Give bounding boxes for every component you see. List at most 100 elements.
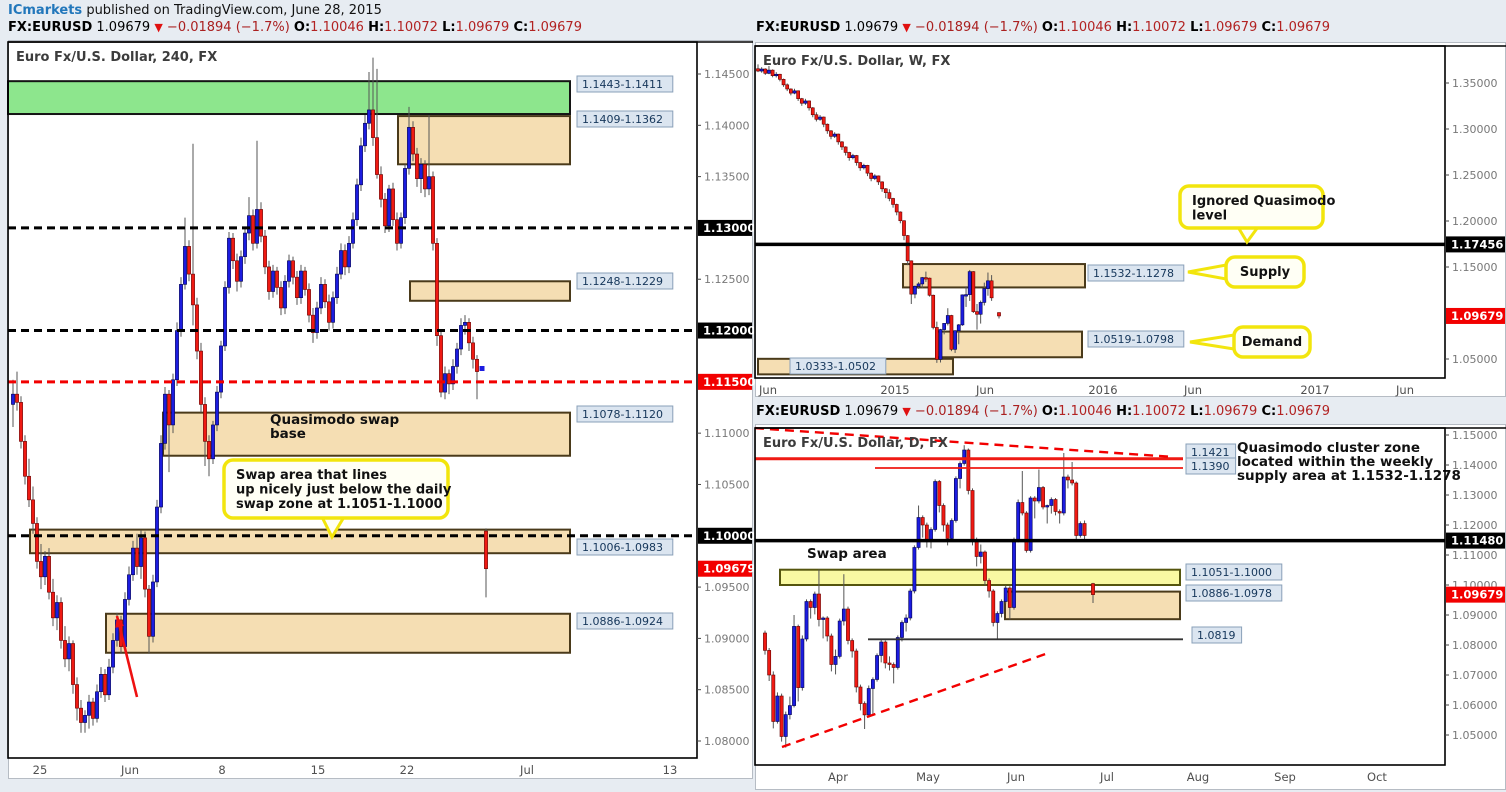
down-triangle-icon: ▼ [902, 21, 911, 34]
zone-tan [1004, 590, 1181, 621]
trendline [781, 651, 1049, 749]
callout-text: Demand [1242, 335, 1303, 350]
candle-body [215, 391, 219, 426]
candle-body [909, 260, 914, 295]
candle-body [843, 146, 848, 153]
candle-body [880, 181, 884, 190]
candle-body [279, 287, 283, 309]
low-label: L: [442, 20, 456, 35]
candle-body [1049, 499, 1054, 506]
price-badge-black [698, 322, 752, 339]
candle-body [967, 271, 972, 295]
zone-label-box [1087, 264, 1185, 282]
candle-body [1003, 587, 1008, 602]
candle-body [904, 617, 909, 623]
candle-body [275, 270, 279, 288]
candle-body [847, 152, 852, 159]
price-tick: 1.20000 [1452, 215, 1498, 228]
chart-w: 1.1532-1.1278 1.0519-1.0798 1.0333-1.0502 I… [754, 45, 1506, 397]
candle-body [1041, 487, 1045, 508]
close-value: 1.09679 [1276, 20, 1330, 35]
candle-body [31, 499, 35, 524]
candle-body [135, 547, 139, 567]
candle-body [159, 443, 163, 508]
price-tick: 1.12500 [704, 273, 750, 286]
low-label: L: [1190, 404, 1204, 419]
candle-body [803, 100, 808, 104]
candle-body [467, 322, 471, 344]
zone-green [7, 80, 571, 116]
price-tick: 1.09000 [1452, 609, 1498, 622]
zone-label-box [576, 538, 674, 556]
candle-body [771, 674, 776, 722]
time-label: Jun [1183, 383, 1202, 397]
change: −0.01894 (−1.7%) [914, 20, 1038, 35]
candle-body [379, 174, 383, 200]
close-label: C: [1261, 20, 1277, 35]
candle-body [391, 188, 395, 221]
zone-label: 1.0333-1.0502 [795, 360, 876, 373]
candle-body [960, 294, 965, 326]
candle-body [756, 68, 760, 72]
candle-body [832, 133, 837, 137]
zone-label: 1.1421 [1191, 446, 1230, 459]
candle-body [927, 277, 932, 296]
price-tick: 1.08500 [704, 684, 750, 697]
candle-body [191, 273, 195, 306]
price-badge-label: 1.09679 [1451, 588, 1503, 602]
candle-body [956, 324, 961, 331]
price-tick: 1.15000 [1452, 429, 1498, 442]
candle-body [143, 537, 147, 590]
candle-body [983, 551, 987, 581]
candle-body [1066, 476, 1070, 481]
price-tick: 1.10500 [704, 478, 750, 491]
candle-body [781, 79, 786, 86]
trendline [754, 426, 1169, 458]
time-label: 2015 [880, 383, 909, 397]
zone-label-box [1185, 584, 1283, 602]
candle-body [787, 705, 792, 715]
publish-text: published on TradingView.com, June 28, 2… [82, 3, 382, 18]
zone-label: 1.1409-1.1362 [582, 113, 663, 126]
candle-body [945, 524, 950, 539]
candle-body [796, 90, 800, 99]
candle-body [343, 250, 347, 268]
zone-tan [397, 115, 571, 166]
candle-body [107, 666, 111, 696]
price-tick: 1.25000 [1452, 169, 1498, 182]
price-badge-label: 1.17456 [1451, 237, 1503, 251]
candle-body [953, 330, 957, 350]
open-label: O: [1041, 20, 1059, 35]
callout-tail [1189, 333, 1236, 351]
candle-body [949, 315, 954, 350]
candle-body [999, 601, 1004, 614]
zone-label-box [576, 272, 674, 290]
candle-body [891, 198, 895, 205]
candle-body [788, 88, 793, 94]
zone-label-box [576, 612, 674, 630]
zone-label: 1.1390 [1191, 460, 1230, 473]
time-label: Jul [1099, 770, 1114, 784]
high-label: H: [1116, 404, 1133, 419]
close-label: C: [1261, 404, 1277, 419]
candle-body [869, 172, 873, 179]
candle-body [804, 601, 809, 640]
price-tick: 1.07000 [1452, 669, 1498, 682]
time-label: 2017 [1300, 383, 1329, 397]
price-badge-label: 1.12000 [703, 324, 755, 338]
callout-box [1232, 325, 1312, 359]
candle-body [111, 640, 115, 668]
candle-body [131, 547, 135, 576]
candle-body [431, 176, 435, 244]
candle-body [223, 287, 227, 347]
price-badge-label: 1.09679 [1451, 309, 1503, 323]
candle-body [916, 283, 921, 287]
candle-body [862, 703, 867, 716]
time-label: 25 [33, 763, 48, 777]
candle-body [303, 270, 307, 290]
candle-body [195, 304, 199, 352]
candle-body [861, 165, 866, 169]
price-tick: 1.09000 [704, 632, 750, 645]
zone-label-box [576, 110, 674, 128]
